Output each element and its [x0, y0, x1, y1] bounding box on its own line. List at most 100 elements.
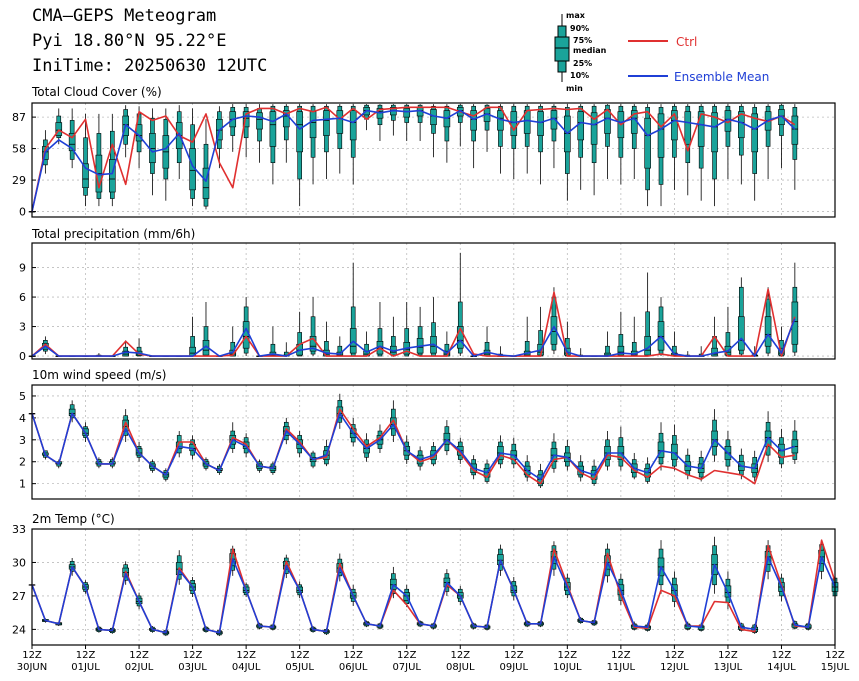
- panel-2: 10m wind speed (m/s) 1 2 3 4 5: [19, 368, 836, 500]
- x-tick-hour: 12Z: [290, 650, 310, 661]
- x-tick-date: 05JUL: [285, 662, 314, 673]
- box-inner: [403, 108, 411, 118]
- box-inner: [791, 115, 799, 145]
- x-tick-date: 12JUL: [660, 662, 689, 673]
- ctrl-line: [31, 408, 795, 485]
- y-tick-label: 9: [19, 262, 26, 275]
- x-tick-date: 01JUL: [71, 662, 100, 673]
- y-tick-label: 0: [19, 350, 26, 363]
- box-inner: [202, 167, 210, 199]
- y-tick-label: 0: [19, 206, 26, 219]
- x-tick-hour: 12Z: [129, 650, 149, 661]
- box-inner: [711, 112, 718, 153]
- x-tick-hour: 12Z: [558, 650, 578, 661]
- box-inner: [149, 133, 156, 164]
- y-tick-label: 87: [12, 111, 26, 124]
- box-outer: [310, 316, 316, 355]
- box-inner: [282, 110, 290, 128]
- x-tick-hour: 12Z: [611, 650, 631, 661]
- panel-title: Total Cloud Cover (%): [31, 85, 162, 99]
- box-inner: [309, 336, 317, 352]
- legend-label-2: 75%: [573, 36, 592, 45]
- x-tick-date: 15JUL: [821, 662, 850, 673]
- box-inner: [470, 110, 477, 131]
- legend-label-6: min: [566, 84, 583, 93]
- box-inner: [537, 111, 544, 136]
- chart-title: CMA—GEPS Meteogram: [32, 6, 217, 26]
- box-inner: [657, 113, 665, 158]
- panel-title: Total precipitation (mm/6h): [31, 227, 195, 241]
- panel-frame: [31, 528, 836, 646]
- box-inner: [657, 441, 665, 458]
- x-tick-hour: 12Z: [450, 650, 470, 661]
- box-inner: [684, 111, 692, 145]
- panel-frame: [31, 384, 836, 500]
- box-inner: [711, 430, 718, 447]
- panel-1: Total precipitation (mm/6h) 0 3 6 9: [19, 227, 836, 363]
- box-inner: [751, 113, 759, 153]
- box-inner: [256, 112, 263, 130]
- location-label: Pyi 18.80°N 95.22°E: [32, 31, 227, 51]
- box-inner: [242, 111, 250, 128]
- legend-label-4: 25%: [573, 59, 592, 68]
- y-tick-label: 1: [19, 478, 26, 491]
- y-tick-label: 30: [12, 556, 26, 569]
- box-inner: [697, 111, 705, 147]
- init-time-label: IniTime: 20250630 12UTC: [32, 56, 268, 76]
- legend-label-1: 90%: [570, 24, 589, 33]
- ensemble-mean-line: [31, 318, 796, 357]
- panel-title: 2m Temp (°C): [32, 512, 115, 526]
- panel-title: 10m wind speed (m/s): [32, 368, 166, 382]
- x-tick-hour: 12Z: [236, 650, 256, 661]
- panel-frame: [31, 242, 836, 360]
- x-tick-hour: 12Z: [504, 650, 524, 661]
- x-tick-date: 02JUL: [125, 662, 154, 673]
- x-tick-hour: 12Z: [76, 650, 96, 661]
- ensemble-mean-line: [31, 109, 796, 212]
- y-tick-label: 4: [19, 412, 26, 425]
- meteogram-header: CMA—GEPS Meteogram Pyi 18.80°N 95.22°E I…: [0, 0, 859, 100]
- x-tick-hour: 12Z: [718, 650, 738, 661]
- box-inner: [242, 321, 250, 349]
- legend: max 90% 75%median 25% 10% min Ctrl Ensemble Mea…: [554, 11, 769, 93]
- x-tick-hour: 12Z: [665, 650, 685, 661]
- panel-3: 2m Temp (°C) 24 27 30 33: [12, 512, 839, 646]
- box-inner: [738, 316, 745, 351]
- x-tick-date: 09JUL: [500, 662, 529, 673]
- box-inner: [644, 117, 651, 169]
- y-tick-label: 2: [19, 456, 26, 469]
- box-inner: [269, 111, 277, 147]
- x-tick-hour: 12Z: [183, 650, 203, 661]
- y-tick-label: 6: [19, 291, 26, 304]
- box-inner: [456, 326, 464, 349]
- x-tick-date: 03JUL: [178, 662, 207, 673]
- box-inner: [671, 110, 678, 141]
- legend-label-3: median: [573, 46, 607, 55]
- box-inner: [68, 133, 76, 152]
- box-inner: [109, 159, 116, 193]
- x-tick-hour: 12Z: [397, 650, 417, 661]
- box-inner: [82, 163, 89, 188]
- x-tick-date: 08JUL: [446, 662, 475, 673]
- x-tick-hour: 12Z: [772, 650, 792, 661]
- ctrl-line: [31, 106, 796, 212]
- box-inner: [590, 112, 598, 145]
- legend-ctrl-label: Ctrl: [676, 35, 697, 49]
- box-inner: [349, 110, 357, 141]
- box-inner: [336, 110, 344, 134]
- ctrl-line: [31, 288, 796, 357]
- x-tick-hour: 12Z: [343, 650, 363, 661]
- x-axis-labels: 12Z30JUN12Z01JUL12Z02JUL12Z03JUL12Z04JUL…: [17, 645, 850, 673]
- x-tick-date: 10JUL: [553, 662, 582, 673]
- box-inner: [323, 110, 330, 136]
- legend-label-0: max: [566, 11, 586, 20]
- x-tick-date: 14JUL: [767, 662, 796, 673]
- x-tick-date: 13JUL: [714, 662, 743, 673]
- box-inner: [55, 122, 63, 136]
- legend-mean-label: Ensemble Mean: [674, 70, 769, 84]
- box-inner: [617, 345, 625, 356]
- box-inner: [764, 316, 772, 347]
- box-inner: [296, 111, 303, 153]
- panel-0: Total Cloud Cover (%) 0 29 58 87: [12, 85, 836, 219]
- ensemble-mean-line: [31, 556, 836, 634]
